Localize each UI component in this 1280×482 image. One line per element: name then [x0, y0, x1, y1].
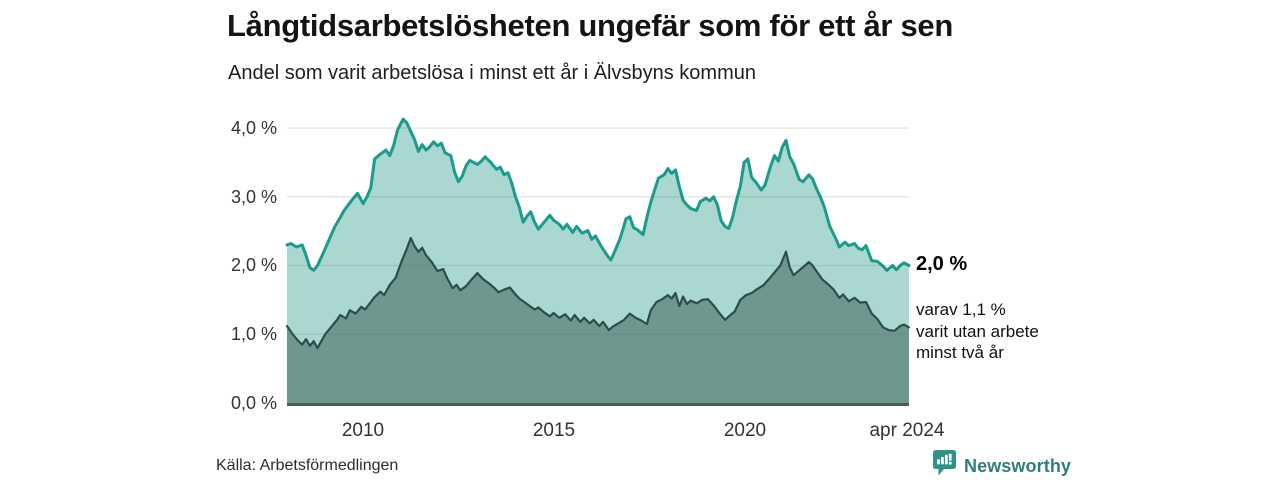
- annotation-line: minst två år: [916, 343, 1004, 362]
- series-end-value-label: 2,0 %: [916, 253, 968, 275]
- page-title: Långtidsarbetslösheten ungefär som för e…: [227, 8, 954, 43]
- x-axis-tick-label: 2020: [723, 420, 767, 441]
- series-end-annotation: varav 1,1 % varit utan arbete minst två …: [916, 299, 1039, 364]
- x-axis-tick-label: 2015: [532, 420, 576, 441]
- annotation-line: varit utan arbete: [916, 321, 1039, 341]
- x-axis-tick-label: 2010: [341, 420, 385, 441]
- y-axis-tick-label: 3,0 %: [230, 187, 277, 207]
- y-axis-tick-label: 2,0 %: [230, 255, 277, 275]
- newsworthy-logo-icon: [933, 450, 956, 482]
- y-axis-tick-label: 4,0 %: [230, 118, 277, 138]
- newsworthy-logo: Newsworthy: [933, 450, 1071, 482]
- x-axis-tick-label: apr 2024: [869, 420, 945, 441]
- annotation-line: varav 1,1 %: [916, 300, 1006, 319]
- source-note: Källa: Arbetsförmedlingen: [216, 457, 399, 474]
- newsworthy-logo-text: Newsworthy: [964, 455, 1072, 476]
- y-axis-tick-label: 0,0 %: [230, 393, 277, 413]
- y-axis-tick-label: 1,0 %: [230, 324, 277, 344]
- page-subtitle: Andel som varit arbetslösa i minst ett å…: [228, 62, 756, 84]
